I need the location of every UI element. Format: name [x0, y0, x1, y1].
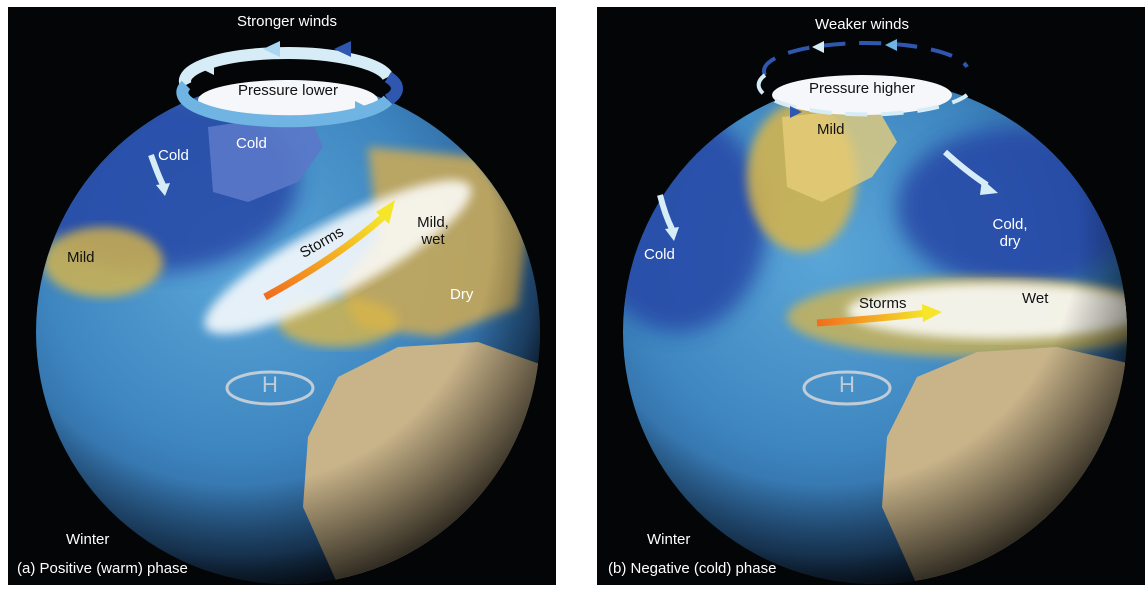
globe-shading [623, 80, 1127, 584]
panel-caption: (a) Positive (warm) phase [17, 560, 188, 577]
globe-illustration-negative [623, 39, 1127, 584]
cold-label-west: Cold [158, 147, 189, 164]
cold-air-arrow-europe [942, 149, 998, 195]
wet-label: Wet [1022, 290, 1049, 307]
globe-illustration-positive [36, 41, 540, 584]
high-pressure-label: H [839, 372, 855, 397]
cold-air-arrow [148, 154, 170, 196]
season-label: Winter [66, 531, 110, 548]
pressure-label: Pressure lower [237, 82, 339, 99]
panel-positive-phase: Stronger winds Pressure lower Cold Cold … [8, 7, 556, 585]
wind-ring-strong [176, 41, 403, 128]
panel-caption: (b) Negative (cold) phase [608, 560, 777, 577]
cold-dry-label: Cold, dry [992, 216, 1028, 250]
mild-label: Mild [67, 249, 95, 266]
dry-label: Dry [450, 286, 474, 303]
cold-label-west: Cold [644, 246, 675, 263]
winds-label: Weaker winds [815, 16, 909, 33]
mild-wet-label: Mild, wet [417, 214, 449, 248]
globe-shading [36, 80, 540, 584]
winds-label: Stronger winds [236, 13, 338, 30]
season-label: Winter [647, 531, 691, 548]
high-pressure-label: H [262, 372, 278, 397]
polar-ice-cap [198, 80, 378, 120]
cold-label-greenland: Cold [236, 135, 267, 152]
panel-negative-phase: Weaker winds Pressure higher Mild Cold C… [597, 7, 1145, 585]
pressure-label: Pressure higher [809, 80, 915, 97]
cold-air-arrow-west [657, 194, 679, 241]
storm-track-arrow [816, 304, 942, 327]
polar-ice-cap [772, 75, 952, 115]
wind-ring-weak [756, 39, 969, 118]
storm-track-arrow [263, 200, 395, 301]
mild-label: Mild [817, 121, 845, 138]
storms-label: Storms [859, 295, 907, 312]
